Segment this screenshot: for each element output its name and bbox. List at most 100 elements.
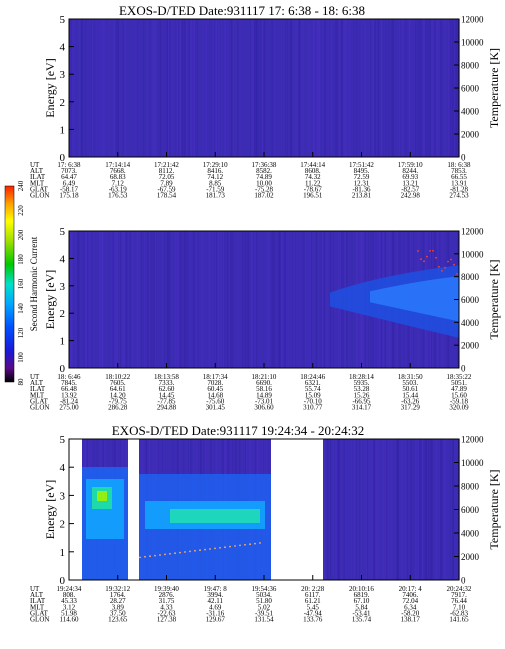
noise-streak: [136, 19, 138, 157]
orbit-value: 242.98: [401, 192, 421, 200]
temperature-point: [259, 542, 261, 544]
noise-streak: [343, 19, 346, 157]
noise-streak: [353, 19, 355, 157]
orbit-value: 301.45: [206, 404, 226, 412]
temperature-point: [456, 273, 458, 275]
temperature-point: [239, 544, 241, 547]
orbit-value: 15.26: [354, 391, 370, 399]
orbit-value: 18:28:14: [349, 373, 374, 381]
orbit-value: -73.01: [255, 397, 274, 405]
noise-streak: [169, 19, 171, 157]
noise-streak: [137, 19, 139, 157]
noise-streak: [288, 231, 290, 368]
noise-streak: [139, 231, 141, 368]
temperature-point: [164, 553, 166, 556]
orbit-row-label: GLAT: [30, 397, 49, 405]
noise-streak: [192, 19, 195, 157]
noise-streak: [70, 231, 72, 368]
orbit-value: 72.05: [159, 173, 175, 181]
noise-streak: [302, 19, 304, 157]
orbit-value: 18:24:46: [300, 373, 325, 381]
temperature-point: [447, 260, 449, 263]
noise-streak: [315, 19, 317, 157]
noise-streak: [326, 231, 328, 368]
noise-streak: [315, 231, 317, 368]
noise-streak: [320, 231, 322, 368]
noise-streak: [401, 19, 403, 157]
noise-streak: [124, 231, 127, 368]
orbit-value: -67.59: [157, 185, 176, 193]
noise-streak: [419, 439, 421, 580]
noise-streak: [185, 231, 188, 368]
orbit-value: 19:47: 8: [204, 585, 228, 593]
orbit-value: 8244.: [402, 167, 418, 175]
orbit-value: -59.18: [450, 397, 469, 405]
noise-streak: [396, 19, 398, 157]
noise-streak: [141, 231, 143, 368]
y-tick-label: 2: [60, 308, 66, 320]
noise-streak: [114, 231, 116, 368]
orbit-value: 15.44: [402, 391, 418, 399]
noise-streak: [414, 19, 417, 157]
orbit-value: 69.93: [402, 173, 418, 181]
noise-streak: [329, 439, 331, 580]
noise-streak: [335, 439, 337, 580]
noise-streak: [353, 439, 355, 580]
noise-streak: [126, 231, 128, 368]
orbit-value: 306.60: [254, 404, 274, 412]
orbit-value: 51.98: [61, 609, 77, 617]
orbit-value: 60.45: [207, 385, 223, 393]
orbit-value: 13.91: [451, 179, 467, 187]
y2-tick-label: 6000: [461, 84, 480, 94]
noise-streak: [258, 231, 259, 368]
noise-streak: [399, 19, 401, 157]
noise-streak: [340, 439, 342, 580]
temperature-point: [234, 545, 236, 547]
noise-streak: [70, 19, 72, 157]
orbit-value: 12.31: [354, 179, 370, 187]
noise-streak: [93, 19, 95, 157]
noise-streak: [271, 231, 273, 368]
noise-streak: [347, 439, 349, 580]
orbit-value: 7333.: [159, 379, 175, 387]
y-tick-label: 3: [60, 281, 66, 293]
noise-streak: [136, 231, 139, 368]
orbit-row-label: GLON: [30, 192, 49, 200]
orbit-value: 53.28: [354, 385, 370, 393]
noise-streak: [267, 231, 270, 368]
noise-streak: [247, 231, 248, 368]
noise-streak: [323, 231, 325, 368]
orbit-value: 45.33: [61, 597, 77, 605]
orbit-value: -81.24: [60, 397, 79, 405]
ion-flux-peak: [170, 509, 260, 523]
orbit-row-label: UT: [30, 585, 40, 593]
orbit-value: 17:29:10: [203, 161, 228, 169]
noise-streak: [123, 231, 125, 368]
temperature-point: [453, 263, 455, 266]
y2-tick-label: 10000: [461, 249, 484, 259]
noise-streak: [91, 19, 92, 157]
noise-streak: [409, 439, 412, 580]
noise-streak: [429, 19, 431, 157]
noise-streak: [218, 231, 220, 368]
orbit-value: -53.41: [352, 609, 371, 617]
noise-streak: [176, 19, 179, 157]
temperature-point: [429, 250, 431, 252]
orbit-value: 175.18: [59, 192, 79, 200]
orbit-value: 5.45: [307, 603, 320, 611]
temperature-point: [199, 549, 201, 552]
orbit-value: 13.92: [61, 391, 77, 399]
orbit-value: 51.80: [256, 597, 272, 605]
orbit-value: -22.63: [157, 609, 176, 617]
noise-streak: [344, 19, 347, 157]
orbit-value: 8495.: [354, 167, 370, 175]
noise-streak: [408, 19, 410, 157]
noise-streak: [333, 439, 334, 580]
orbit-value: 6.49: [63, 179, 76, 187]
orbit-value: -75.60: [206, 397, 225, 405]
colorbar: 80 100 120 140 160 180 200 220 240 Second Harmoni…: [4, 180, 39, 386]
noise-streak: [370, 19, 372, 157]
orbit-value: 176.53: [108, 192, 128, 200]
colorbar-tick-label: 200: [17, 229, 25, 240]
noise-streak: [171, 19, 173, 157]
